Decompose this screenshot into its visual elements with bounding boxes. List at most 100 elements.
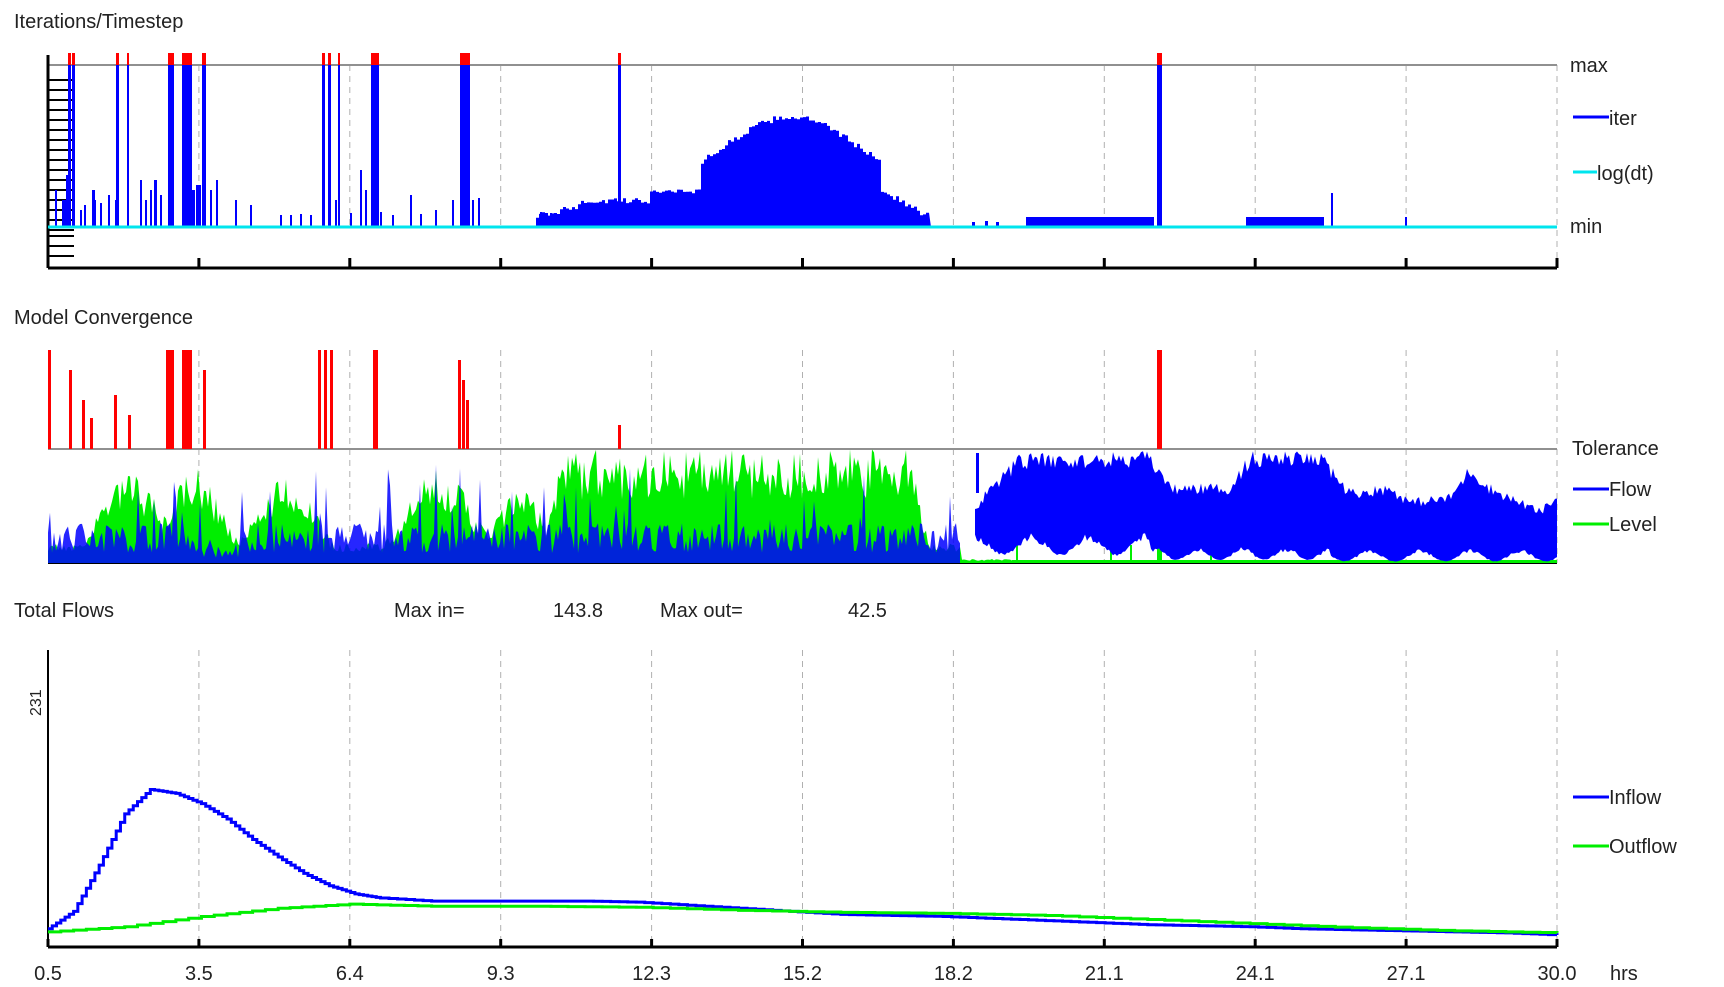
max-in-label: Max in= [394,600,465,622]
iter-bar [350,213,352,227]
flow-spike [976,453,979,493]
iter-bar [371,65,379,227]
max-out-label: Max out= [660,600,743,622]
iter-exceed-bar [202,53,206,65]
iter-bar [1246,217,1324,227]
iter-exceed-bar [1157,53,1162,65]
iter-bar [290,215,292,227]
iter-exceed-bar [168,53,174,65]
iter-bar [328,65,331,227]
iter-bar [145,200,147,227]
iter-bar [192,190,195,227]
level-spike [1110,545,1112,563]
iter-bar [338,65,340,227]
iter-activity-hump [536,116,931,227]
iter-exceed-bar [338,53,340,65]
iter-bar [472,200,474,227]
flows-ymax-label: 231 [28,689,45,716]
legend-level-label: Level [1609,514,1657,536]
x-tick-label: 30.0 [1538,963,1577,985]
iter-bar [140,180,142,227]
convergence-exceed-bar [324,350,327,449]
convergence-exceed-bar [69,370,72,449]
x-axis-unit-label: hrs [1610,963,1638,985]
iterations-panel-title: Iterations/Timestep [14,11,183,33]
convergence-panel-title: Model Convergence [14,307,193,329]
legend-iter-label: iter [1609,108,1637,130]
flow-series-band [975,451,1557,562]
x-tick-labels: 0.5 3.5 6.4 9.3 12.3 15.2 18.2 21.1 24.1 27.1 30.0 [34,963,1576,985]
iter-exceed-bar [116,53,119,65]
iter-bar [216,180,218,227]
x-tick-label: 21.1 [1085,963,1124,985]
iter-exceed-bar [460,53,470,65]
iter-bar [460,65,470,227]
iter-bar [186,178,189,227]
convergence-exceed-bar [128,415,131,449]
iter-bar [365,190,367,227]
iter-bar [360,170,362,227]
iter-bar [322,65,325,227]
convergence-exceed-bar [458,360,461,449]
x-tick-label: 18.2 [934,963,973,985]
iter-bar [72,65,75,227]
convergence-exceed-bar [48,350,51,449]
x-tick-label: 3.5 [185,963,213,985]
convergence-exceed-bar [330,350,333,449]
iter-bar [84,205,86,227]
iter-bar [196,185,198,227]
max-out-value: 42.5 [848,600,887,622]
max-in-value: 143.8 [553,600,603,622]
iter-bar [202,65,206,227]
iter-bar [108,195,110,227]
iter-bar [1405,217,1407,227]
legend-flow-label: Flow [1609,479,1652,501]
iter-bar [618,65,621,205]
legend-inflow-label: Inflow [1609,787,1662,809]
iterations-plot [46,53,1559,270]
iter-exceed-bar [618,53,621,65]
iter-bar [335,200,337,227]
iter-bar [64,200,67,227]
convergence-exceed-bar [166,350,174,449]
iter-bar [235,200,237,227]
level-spike [1016,545,1018,563]
iter-bar [1157,65,1162,227]
iter-bar [80,210,82,227]
convergence-exceed-bar [203,370,206,449]
level-spike [1160,545,1162,563]
iter-bar [92,190,95,227]
iter-bar [115,200,117,227]
x-tick-label: 24.1 [1236,963,1275,985]
iter-bar [1331,193,1333,227]
iter-bar [280,215,282,227]
iter-bar [154,180,157,227]
x-tick-label: 0.5 [34,963,62,985]
iter-bar [996,222,999,227]
iter-bar [380,212,382,227]
iter-exceed-bar [371,53,379,65]
iter-bar [116,65,119,227]
x-tick-label: 6.4 [336,963,364,985]
iter-bar [478,198,480,227]
iter-bar [972,222,975,227]
iter-bar [100,203,102,227]
iter-bar [68,65,71,227]
iter-bar [190,170,192,227]
iter-bar [168,65,174,227]
x-tick-label: 27.1 [1387,963,1426,985]
flows-plot [46,650,1559,949]
iter-exceed-bar [328,53,331,65]
convergence-exceed-bar [466,400,469,449]
convergence-exceed-bar [114,395,117,449]
iter-bar [452,200,454,227]
tolerance-label: Tolerance [1572,438,1659,460]
flows-panel-title: Total Flows [14,600,114,622]
iter-bar [420,214,422,227]
iter-max-label: max [1570,55,1608,77]
convergence-exceed-bar [318,350,321,449]
convergence-exceed-bar [90,418,93,449]
iter-bar [466,197,468,227]
x-tick-label: 12.3 [632,963,671,985]
iter-bar [182,65,192,227]
